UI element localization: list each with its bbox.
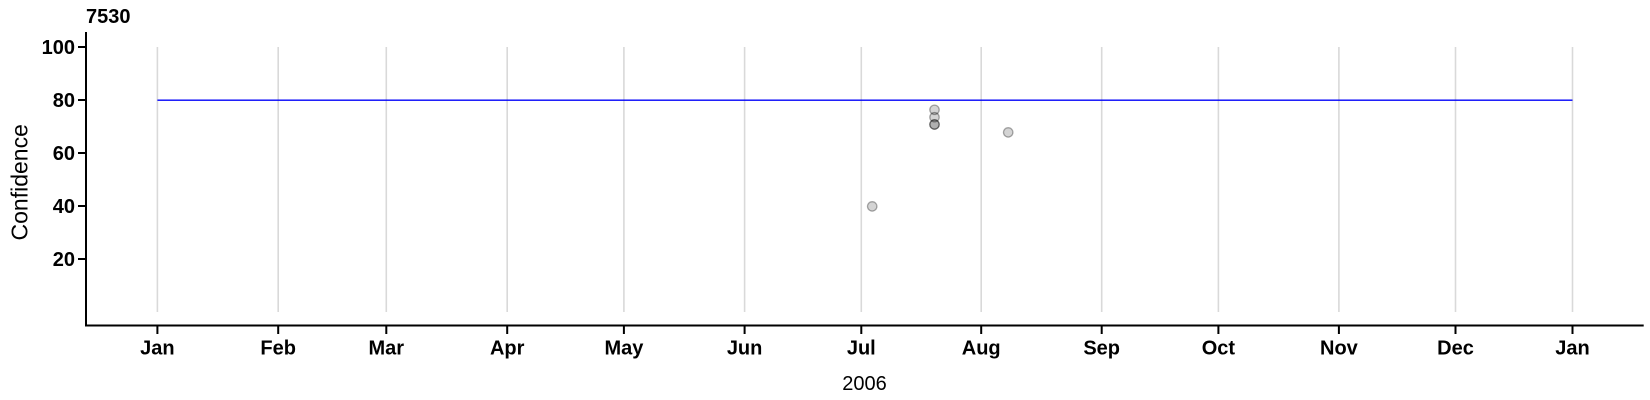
svg-text:Feb: Feb [260,338,296,360]
svg-text:Jan: Jan [140,338,174,360]
svg-text:Jun: Jun [727,338,763,360]
svg-text:Confidence: Confidence [7,124,33,240]
svg-text:80: 80 [53,90,75,112]
svg-text:Jan: Jan [1555,338,1589,360]
svg-text:May: May [604,338,644,360]
svg-text:Jul: Jul [847,338,876,360]
svg-text:Nov: Nov [1320,338,1359,360]
svg-text:7530: 7530 [86,6,131,28]
svg-text:100: 100 [42,37,75,59]
svg-text:Dec: Dec [1437,338,1474,360]
svg-text:Apr: Apr [490,338,525,360]
svg-text:20: 20 [53,249,75,271]
svg-text:Mar: Mar [369,338,405,360]
svg-text:40: 40 [53,196,75,218]
svg-text:60: 60 [53,143,75,165]
svg-text:Aug: Aug [962,338,1001,360]
svg-text:Sep: Sep [1083,338,1120,360]
svg-text:2006: 2006 [842,373,887,395]
svg-text:Oct: Oct [1202,338,1236,360]
